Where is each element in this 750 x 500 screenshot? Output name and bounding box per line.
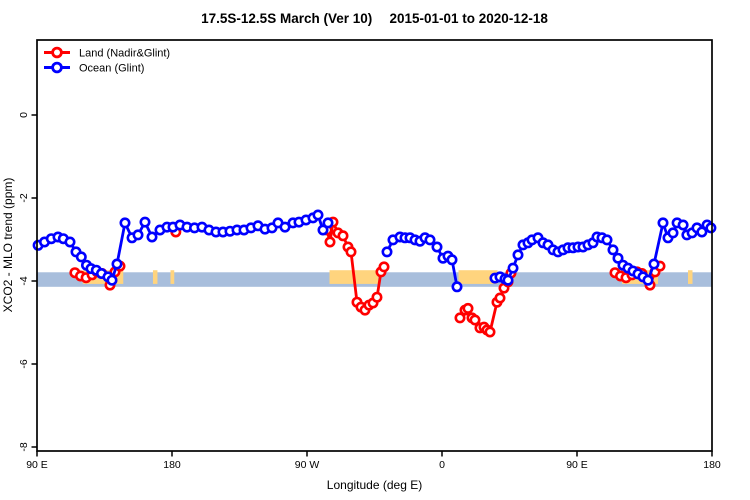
data-series-layer: [32, 209, 717, 338]
ocean-data-point: [424, 234, 436, 246]
x-axis-tick-label: 180: [703, 459, 721, 471]
ocean-data-point: [705, 222, 717, 234]
y-axis-tick-label: -8: [18, 442, 30, 451]
legend-land-marker-icon: [51, 46, 63, 59]
x-axis-tick-label: 90 W: [295, 459, 320, 471]
y-axis-tick-label: -6: [18, 359, 30, 368]
ocean-data-point: [106, 274, 118, 286]
ocean-data-point: [64, 236, 76, 248]
land-data-point: [494, 292, 506, 304]
ocean-data-point: [507, 262, 519, 274]
ocean-data-point: [317, 224, 329, 236]
x-axis-tick-label: 90 E: [566, 459, 588, 471]
flagged-band-segment: [152, 270, 158, 284]
ocean-data-point: [146, 231, 158, 243]
axes-layer: 90 E 180 90 W 0 90 E 180 0 -2 -4 -6 -8: [18, 39, 721, 471]
legend-ocean-label: Ocean (Glint): [79, 63, 144, 75]
ocean-data-point: [139, 216, 151, 228]
ocean-data-point: [607, 244, 619, 256]
chart-title: 17.5S-12.5S March (Ver 10) 2015-01-01 to…: [201, 11, 548, 26]
y-axis-tick-label: -2: [18, 193, 30, 202]
ocean-data-point: [451, 281, 463, 293]
land-data-point: [324, 236, 336, 248]
ocean-data-point: [75, 251, 87, 263]
land-data-point: [454, 312, 466, 324]
ocean-data-point: [111, 258, 123, 270]
ocean-data-point: [657, 217, 669, 229]
ocean-data-point: [431, 241, 443, 253]
y-axis-tick-label: 0: [18, 112, 30, 118]
flagged-band-segment: [688, 270, 693, 284]
flagged-band-segment: [458, 270, 498, 284]
y-axis-title: XCO2 - MLO trend (ppm): [1, 178, 15, 313]
legend: Land (Nadir&Glint) Ocean (Glint): [44, 46, 170, 75]
ocean-line-segment: [493, 221, 713, 282]
ocean-data-point: [446, 254, 458, 266]
land-data-point: [469, 314, 481, 326]
legend-land-label: Land (Nadir&Glint): [79, 48, 170, 60]
ocean-data-point: [279, 221, 291, 233]
ocean-data-point: [132, 229, 144, 241]
ocean-data-point: [677, 219, 689, 231]
x-axis-tick-label: 180: [163, 459, 181, 471]
x-axis-tick-label: 0: [439, 459, 445, 471]
land-data-point: [378, 261, 390, 273]
land-data-point: [337, 230, 349, 242]
plot-border: [36, 39, 713, 452]
ocean-data-point: [512, 249, 524, 261]
ocean-data-point: [601, 234, 613, 246]
legend-ocean-marker-icon: [51, 61, 63, 74]
land-data-point: [462, 302, 474, 314]
ocean-data-point: [642, 274, 654, 286]
y-axis-tick-label: -4: [18, 276, 30, 285]
x-axis-title: Longitude (deg E): [327, 478, 422, 492]
x-axis-tick-label: 90 E: [26, 459, 48, 471]
ocean-data-point: [696, 226, 708, 238]
flagged-band-segment: [170, 270, 175, 284]
ocean-data-point: [322, 217, 334, 229]
ocean-data-point: [648, 258, 660, 270]
ocean-data-point: [381, 246, 393, 258]
ocean-data-point: [502, 274, 514, 286]
land-data-point: [484, 326, 496, 338]
ocean-data-point: [667, 227, 679, 239]
land-data-point: [371, 291, 383, 303]
ocean-data-point: [312, 209, 324, 221]
ocean-data-point: [612, 252, 624, 264]
land-data-point: [345, 246, 357, 258]
ocean-data-point: [119, 217, 131, 229]
